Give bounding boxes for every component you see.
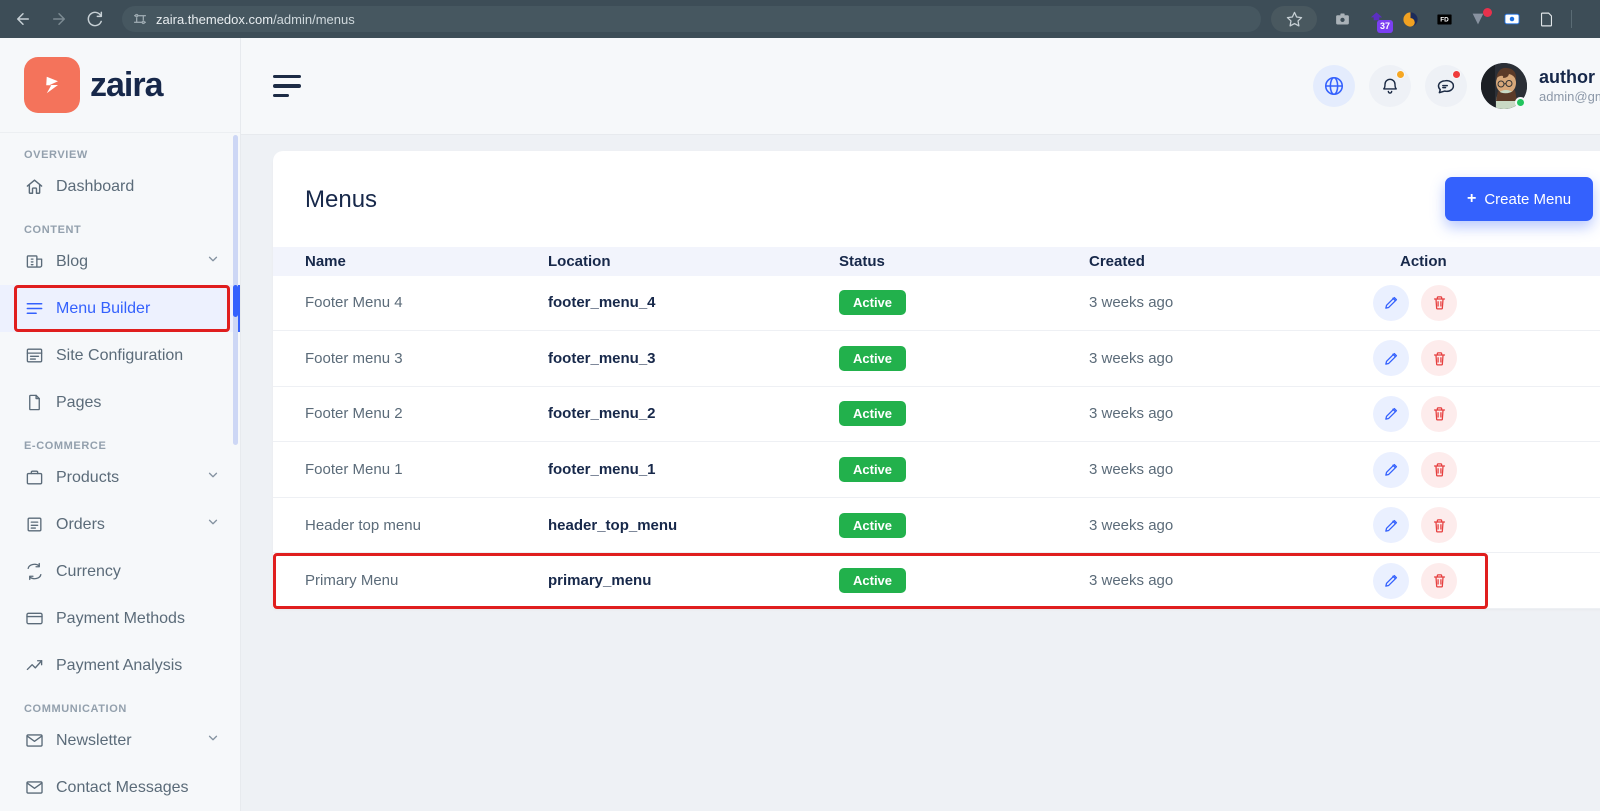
- svg-text:FD: FD: [1440, 16, 1449, 23]
